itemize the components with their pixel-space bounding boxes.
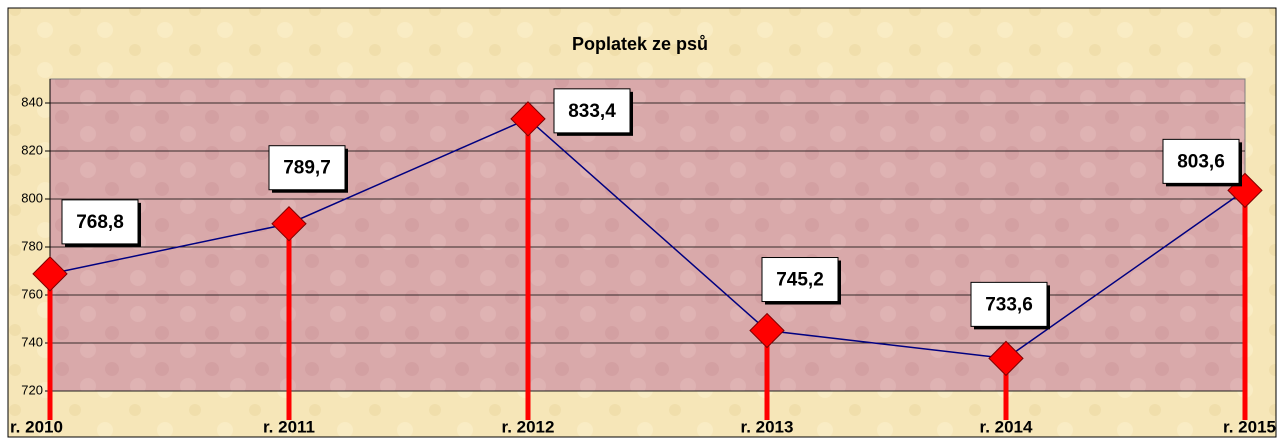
plot-area (49, 78, 1246, 392)
x-tick-label: r. 2014 (980, 417, 1033, 436)
x-tick-label: r. 2015 (1223, 417, 1276, 436)
data-label: 803,6 (1177, 151, 1225, 172)
label-box (1162, 138, 1240, 184)
y-tick-label: 820 (21, 142, 43, 157)
data-label: 733,6 (985, 294, 1033, 315)
label-box (553, 88, 631, 134)
label-box (970, 281, 1048, 327)
y-tick-label: 720 (21, 382, 43, 397)
marker (510, 101, 546, 137)
data-label: 768,8 (76, 212, 124, 233)
label-box (61, 199, 139, 245)
x-tick-label: r. 2012 (502, 417, 555, 436)
y-tick-label: 780 (21, 238, 43, 253)
label-box (268, 145, 346, 191)
marker (32, 256, 68, 292)
x-tick-label: r. 2010 (10, 417, 63, 436)
marker (271, 206, 307, 242)
series-line (49, 117, 1246, 360)
label-box (761, 257, 839, 303)
y-tick-label: 760 (21, 286, 43, 301)
y-tick-label: 840 (21, 94, 43, 109)
data-label: 789,7 (283, 158, 331, 179)
marker (749, 312, 785, 349)
marker (988, 340, 1024, 377)
y-tick-label: 800 (21, 190, 43, 205)
y-tick-label: 740 (21, 334, 43, 349)
x-tick-label: r. 2013 (741, 417, 794, 436)
data-label: 745,2 (776, 270, 824, 291)
x-tick-label: r. 2011 (263, 417, 315, 436)
chart-title: Poplatek ze psů (572, 34, 708, 54)
data-label: 833,4 (568, 101, 616, 122)
